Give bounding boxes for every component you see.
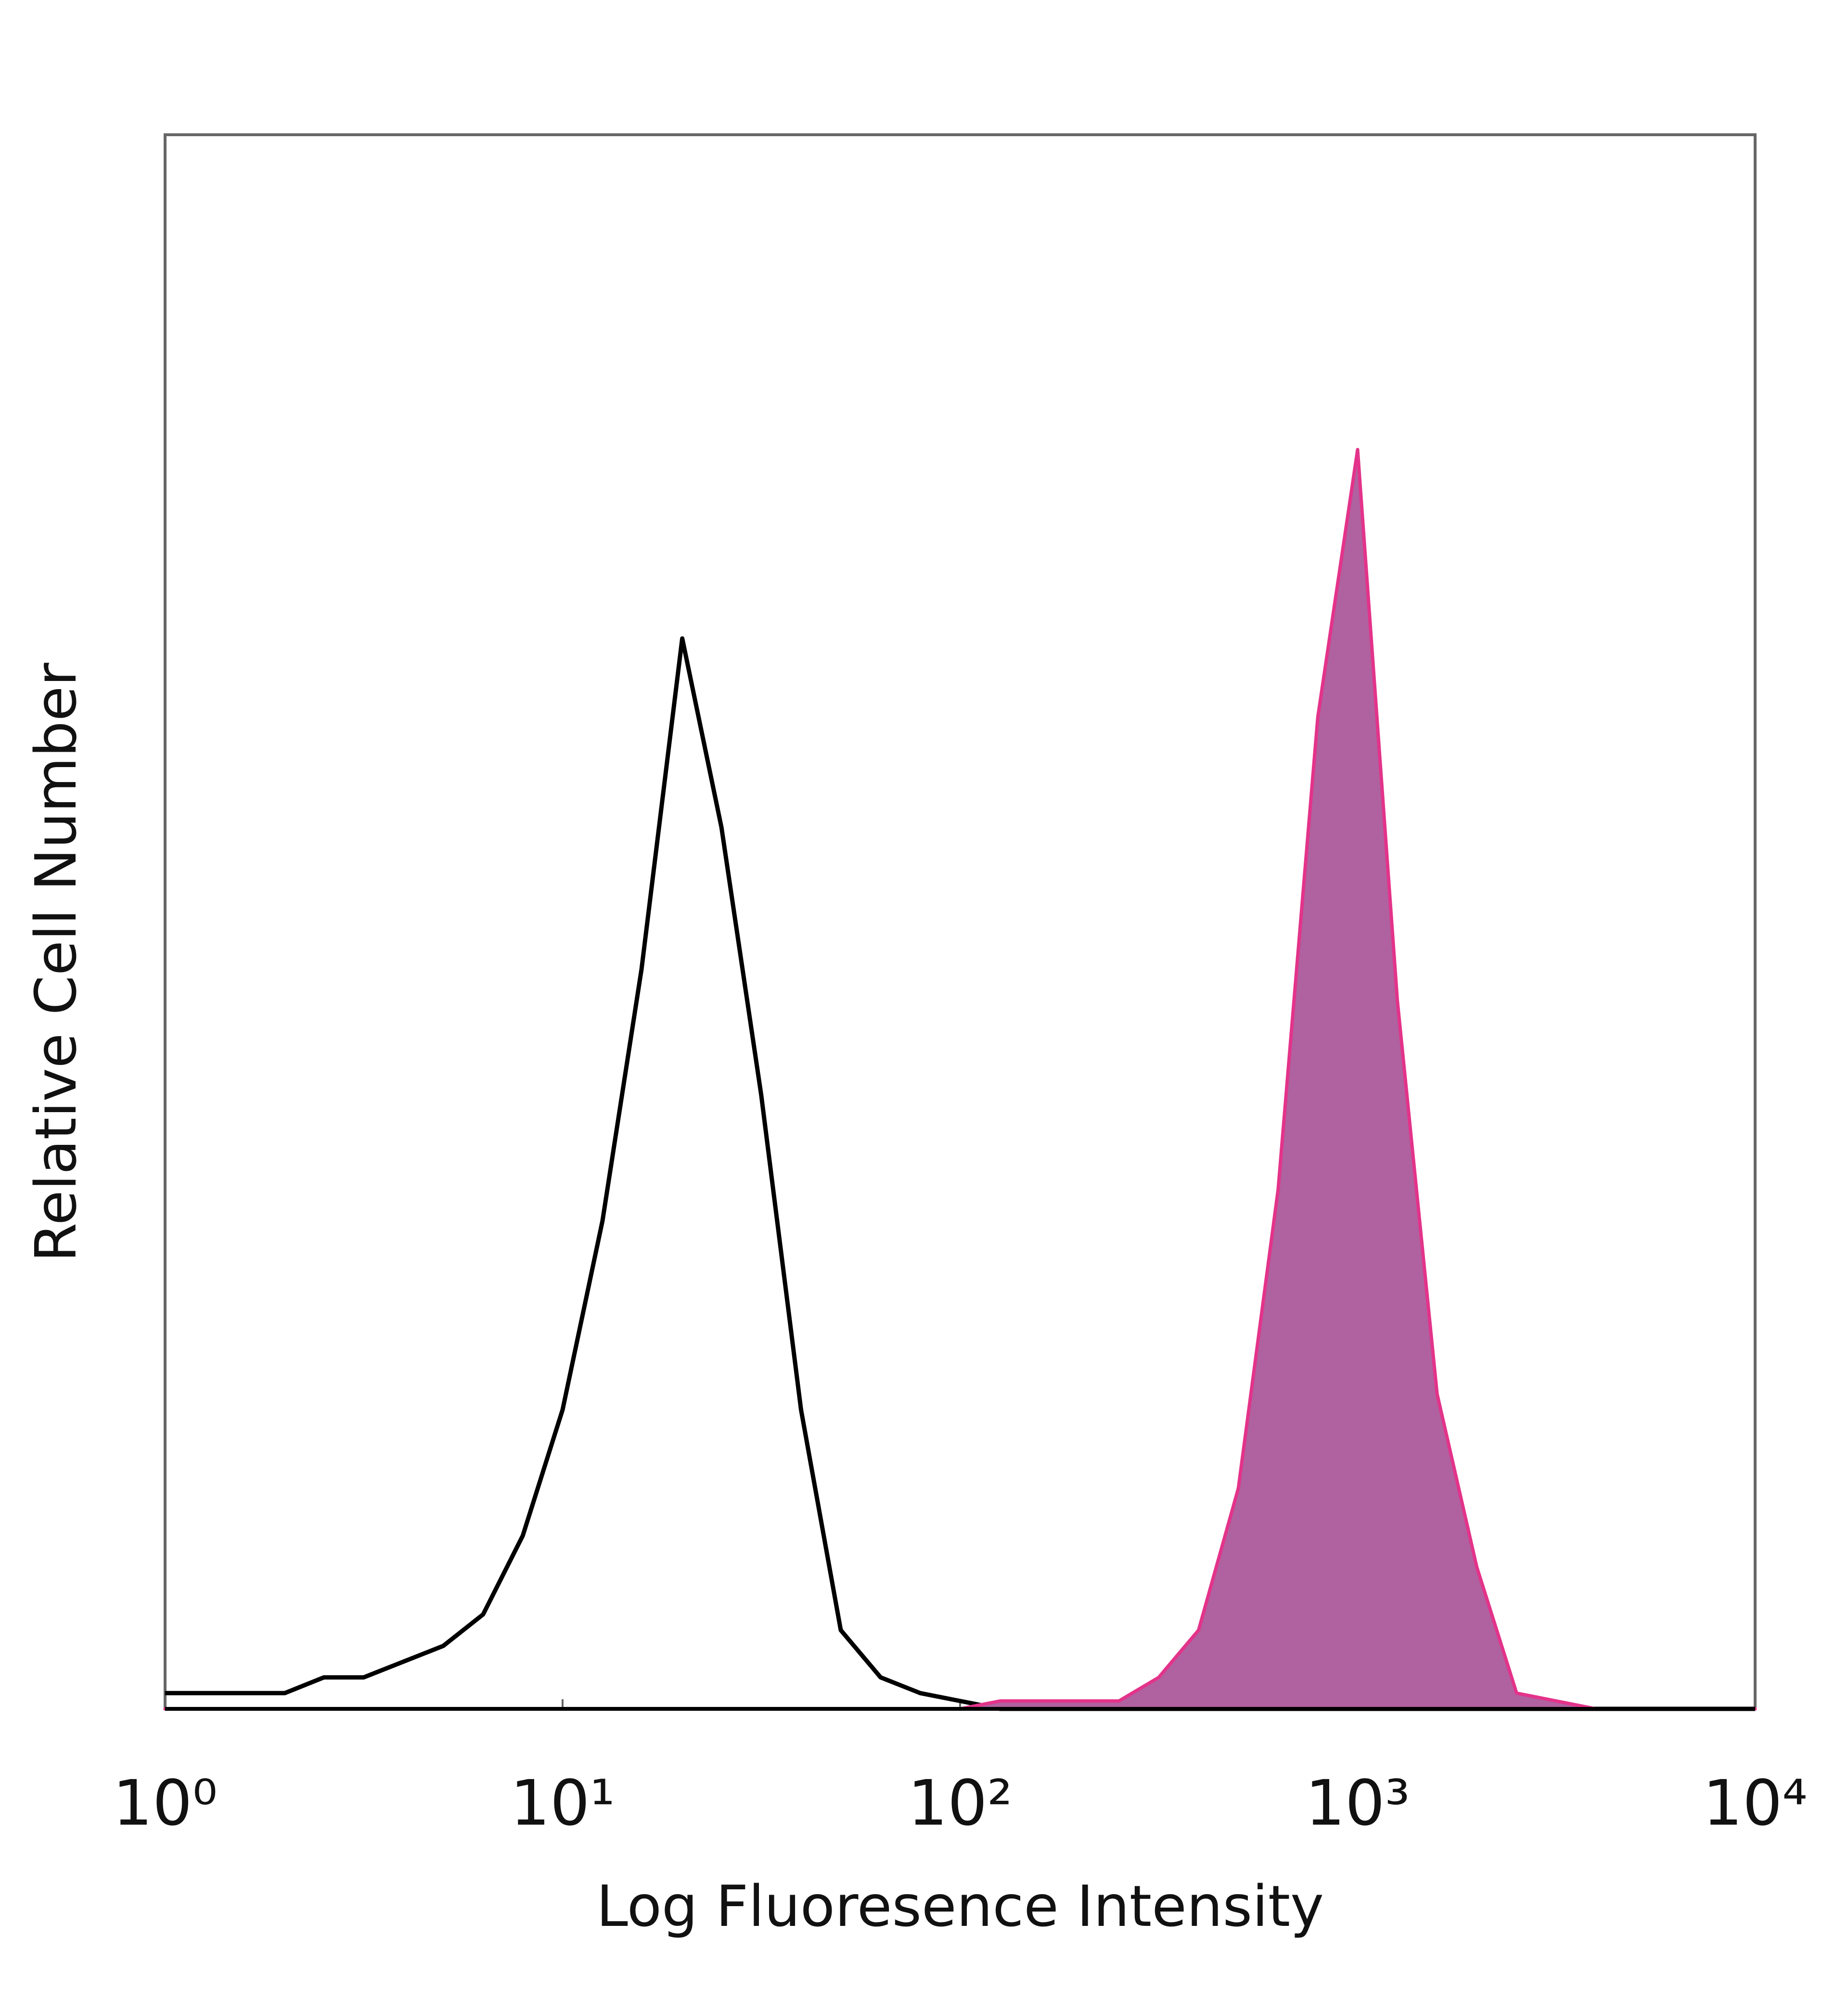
x-tick-label: 10² bbox=[908, 1767, 1013, 1840]
area bbox=[163, 448, 1757, 1711]
y-axis-title: Relative Cell Number bbox=[23, 663, 89, 1262]
x-tick-label: 10⁴ bbox=[1703, 1767, 1808, 1840]
x-tick-label: 10¹ bbox=[510, 1767, 615, 1840]
plot-frame bbox=[164, 133, 1757, 1710]
line bbox=[165, 636, 1755, 1711]
x-axis-title: Log Fluoresence Intensity bbox=[596, 1873, 1324, 1939]
x-tick-label: 10⁰ bbox=[113, 1767, 218, 1840]
x-tick-label: 10³ bbox=[1305, 1767, 1410, 1840]
